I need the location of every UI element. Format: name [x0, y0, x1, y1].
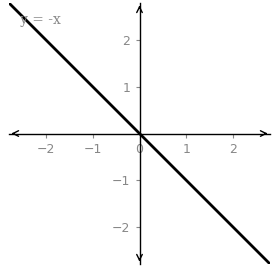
Text: y = -x: y = -x [20, 13, 61, 27]
